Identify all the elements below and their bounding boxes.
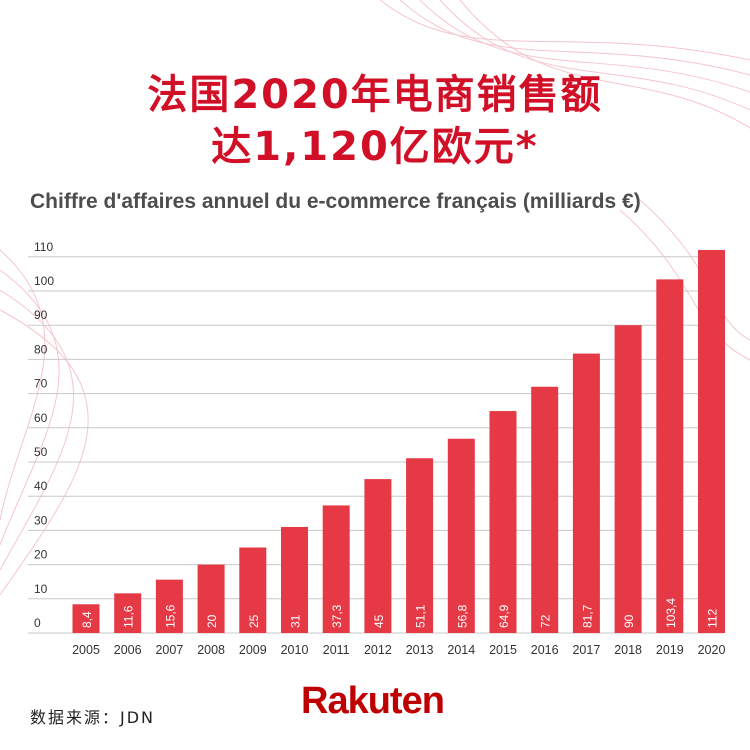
- x-tick-label: 2008: [197, 643, 225, 657]
- data-label: 11,6: [122, 605, 136, 628]
- bar: [364, 479, 392, 633]
- bar: [489, 411, 517, 633]
- rakuten-logo: Rakuten: [301, 680, 445, 722]
- data-label: 51,1: [414, 604, 428, 628]
- bar: [447, 438, 475, 633]
- bar: [197, 564, 225, 633]
- x-tick-label: 2005: [72, 643, 100, 657]
- page-title-line1: 法国2020年电商销售额: [147, 72, 603, 118]
- data-label: 25: [247, 614, 261, 628]
- data-label: 103,4: [664, 598, 678, 628]
- y-tick-label: 110: [34, 240, 53, 254]
- x-tick-label: 2018: [614, 643, 642, 657]
- x-tick-label: 2006: [114, 643, 142, 657]
- x-tick-label: 2016: [531, 643, 559, 657]
- y-tick-label: 20: [34, 548, 48, 562]
- bar: [531, 386, 559, 633]
- data-label: 81,7: [580, 604, 594, 628]
- data-source: 数据来源：JDN: [30, 708, 156, 727]
- bar: [114, 593, 142, 633]
- page-title-line2: 达1,120亿欧元*: [211, 124, 539, 170]
- y-tick-label: 90: [34, 308, 48, 322]
- data-label: 72: [539, 614, 553, 628]
- bar: [72, 604, 100, 633]
- chart-title: Chiffre d'affaires annuel du e-commerce …: [30, 190, 641, 213]
- bar: [572, 353, 600, 633]
- data-label: 64,9: [497, 604, 511, 628]
- data-label: 90: [622, 614, 636, 628]
- bar: [656, 279, 684, 633]
- data-label: 112: [706, 609, 720, 628]
- data-label: 31: [289, 614, 303, 628]
- x-tick-label: 2020: [698, 643, 726, 657]
- y-tick-label: 70: [34, 377, 48, 391]
- x-tick-label: 2013: [406, 643, 434, 657]
- y-tick-label: 80: [34, 342, 48, 356]
- bar: [322, 505, 350, 633]
- y-tick-label: 50: [34, 445, 48, 459]
- x-tick-label: 2009: [239, 643, 267, 657]
- bar: [155, 579, 183, 633]
- bar: [281, 526, 308, 633]
- x-tick-label: 2011: [323, 643, 350, 657]
- bar: [698, 249, 725, 633]
- x-tick-label: 2010: [281, 643, 309, 657]
- y-tick-label: 10: [34, 582, 48, 596]
- data-label: 45: [372, 614, 386, 628]
- data-label: 8,4: [80, 611, 94, 628]
- y-tick-label: 0: [34, 616, 41, 630]
- bar: [406, 458, 434, 633]
- y-tick-label: 60: [34, 411, 48, 425]
- x-tick-label: 2007: [155, 643, 183, 657]
- x-tick-label: 2017: [572, 643, 600, 657]
- x-tick-label: 2014: [447, 643, 475, 657]
- y-tick-label: 30: [34, 513, 48, 527]
- x-tick-label: 2019: [656, 643, 684, 657]
- data-label: 56,8: [455, 604, 469, 628]
- bar-chart: 0 10 20 30 40 50 60 70 80 90 100 110 8,4 2005 11,6 2006…: [28, 240, 726, 657]
- y-tick-label: 100: [34, 274, 54, 288]
- data-label: 20: [205, 614, 219, 628]
- y-tick-label: 40: [34, 479, 48, 493]
- data-label: 37,3: [330, 604, 344, 628]
- bar: [614, 325, 642, 633]
- data-label: 15,6: [163, 604, 177, 628]
- x-tick-label: 2012: [364, 643, 392, 657]
- x-tick-label: 2015: [489, 643, 517, 657]
- bar: [239, 547, 267, 633]
